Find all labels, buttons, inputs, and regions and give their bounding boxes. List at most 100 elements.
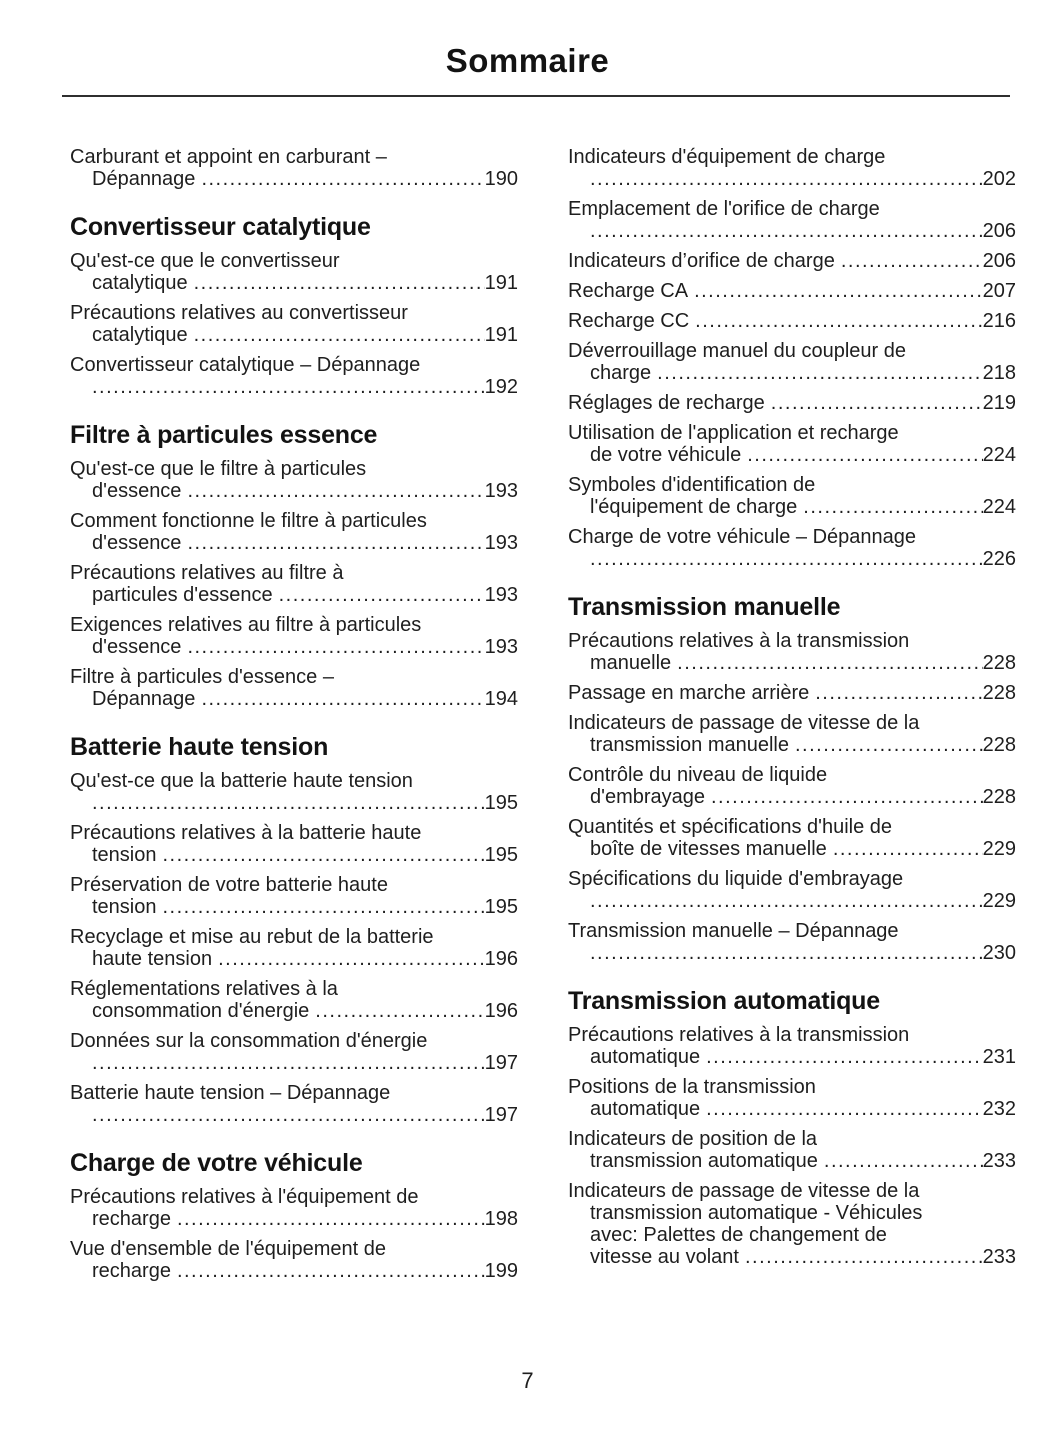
dot-leader: ........................................…: [590, 548, 983, 570]
toc-entry-lastline: particules d'essence....................…: [92, 584, 518, 606]
toc-page-number: 207: [982, 280, 1016, 302]
toc-entry: Préservation de votre batterie haute tens…: [70, 874, 518, 918]
toc-entry: Qu'est-ce que le filtre à particules d'es…: [70, 458, 518, 502]
toc-entry: Vue d'ensemble de l'équipement de recharg…: [70, 1238, 518, 1282]
toc-entry-lastline: ........................................…: [590, 890, 1016, 912]
toc-entry: Charge de votre véhicule – Dépannage....…: [568, 526, 1016, 570]
toc-entry-text: Exigences relatives au filtre à particul…: [70, 614, 422, 636]
toc-entry: Indicateurs de passage de vitesse de la t…: [568, 1180, 1016, 1268]
toc-entry-text: Vue d'ensemble de l'équipement de: [70, 1238, 387, 1260]
section-heading: Batterie haute tension: [70, 733, 329, 761]
toc-page-number: 197: [484, 1052, 518, 1074]
toc-entry-text: vitesse au volant: [590, 1246, 739, 1268]
toc-entry: Précautions relatives au convertisseur ca…: [70, 302, 518, 346]
toc-entry-text: Charge de votre véhicule – Dépannage: [568, 526, 917, 548]
toc-entry-text: Indicateurs de position de la: [568, 1128, 818, 1150]
toc-entry-text: Précautions relatives à la batterie haut…: [70, 822, 422, 844]
toc-entry-lastline: automatique.............................…: [590, 1098, 1016, 1120]
toc-entry-text: Données sur la consommation d'énergie: [70, 1030, 428, 1052]
dot-leader: ........................................…: [193, 324, 485, 346]
toc-entry-lastline: d'embrayage.............................…: [590, 786, 1016, 808]
toc-entry-text: Emplacement de l'orifice de charge: [568, 198, 880, 220]
dot-leader: ........................................…: [590, 168, 983, 190]
toc-entry-text: Précautions relatives au filtre à: [70, 562, 344, 584]
toc-entry-lastline: tension.................................…: [92, 896, 518, 918]
dot-leader: ........................................…: [176, 1208, 485, 1230]
header-rule: [62, 95, 1010, 97]
toc-page-number: 218: [982, 362, 1016, 384]
dot-leader: ........................................…: [695, 310, 983, 332]
dot-leader: ........................................…: [794, 734, 983, 756]
toc-entry-text: haute tension: [92, 948, 213, 970]
toc-entry: Déverrouillage manuel du coupleur de char…: [568, 340, 1016, 384]
dot-leader: ........................................…: [706, 1046, 983, 1068]
toc-entry-text: Symboles d'identification de: [568, 474, 816, 496]
toc-column-right: Indicateurs d'équipement de charge......…: [568, 146, 1016, 1290]
toc-entry-text: Réglementations relatives à la: [70, 978, 338, 1000]
dot-leader: ........................................…: [201, 688, 485, 710]
toc-page-number: 228: [982, 652, 1016, 674]
toc-entry-lastline: charge..................................…: [590, 362, 1016, 384]
toc-entry: Précautions relatives à l'équipement de r…: [70, 1186, 518, 1230]
section-heading: Filtre à particules essence: [70, 421, 378, 449]
section-heading: Transmission manuelle: [568, 593, 841, 621]
toc-page-number: 229: [982, 890, 1016, 912]
toc-entry-text: Dépannage: [92, 168, 196, 190]
toc-entry-lastline: Recharge CC.............................…: [568, 310, 1016, 332]
dot-leader: ........................................…: [187, 532, 484, 554]
toc-entry: Carburant et appoint en carburant – Dépan…: [70, 146, 518, 190]
toc-entry-text: boîte de vitesses manuelle: [590, 838, 827, 860]
toc-entry-text: Positions de la transmission: [568, 1076, 816, 1098]
toc-entry-text: charge: [590, 362, 652, 384]
toc-entry: Recharge CA.............................…: [568, 280, 1016, 302]
toc-entry-lastline: d'essence...............................…: [92, 636, 518, 658]
toc-entry-lastline: Indicateurs d’orifice de charge.........…: [568, 250, 1016, 272]
toc-entry-text: particules d'essence: [92, 584, 273, 606]
toc-entry-text: d'essence: [92, 532, 182, 554]
toc-entry-lastline: tension.................................…: [92, 844, 518, 866]
toc-page-number: 229: [982, 838, 1016, 860]
toc-entry-text: Qu'est-ce que le filtre à particules: [70, 458, 367, 480]
toc-entry-text: Transmission manuelle – Dépannage: [568, 920, 899, 942]
toc-entry-text: Filtre à particules d'essence –: [70, 666, 334, 688]
toc-entry-text: automatique: [590, 1046, 701, 1068]
toc-entry-text: Passage en marche arrière: [568, 682, 810, 704]
toc-entry-text: automatique: [590, 1098, 701, 1120]
dot-leader: ........................................…: [823, 1150, 983, 1172]
toc-page-number: 196: [484, 948, 518, 970]
toc-entry: Qu'est-ce que le convertisseur catalytiqu…: [70, 250, 518, 294]
toc-entry-text: Indicateurs de passage de vitesse de la: [568, 712, 920, 734]
toc-page-number: 226: [982, 548, 1016, 570]
dot-leader: ........................................…: [162, 896, 485, 918]
section-heading: Charge de votre véhicule: [70, 1149, 363, 1177]
toc-entry-lastline: consommation d'énergie..................…: [92, 1000, 518, 1022]
dot-leader: ........................................…: [187, 480, 484, 502]
toc-page-number: 232: [982, 1098, 1016, 1120]
toc-entry: Convertisseur catalytique – Dépannage...…: [70, 354, 518, 398]
toc-entry-lastline: Dépannage...............................…: [92, 168, 518, 190]
toc-entry-lastline: Passage en marche arrière...............…: [568, 682, 1016, 704]
toc-entry: Passage en marche arrière...............…: [568, 682, 1016, 704]
toc-entry-text: Spécifications du liquide d'embrayage: [568, 868, 904, 890]
toc-page-number: 196: [484, 1000, 518, 1022]
toc-entry-text: catalytique: [92, 324, 188, 346]
toc-entry-text: catalytique: [92, 272, 188, 294]
toc-page-number: 195: [484, 896, 518, 918]
dot-leader: ........................................…: [770, 392, 983, 414]
toc-entry-text: avec: Palettes de changement de: [590, 1224, 887, 1246]
dot-leader: ........................................…: [193, 272, 485, 294]
dot-leader: ........................................…: [92, 792, 485, 814]
toc-entry-text: Qu'est-ce que le convertisseur: [70, 250, 340, 272]
toc-entry: Précautions relatives à la batterie haut…: [70, 822, 518, 866]
page-number-footer: 7: [521, 1368, 534, 1393]
toc-entry-lastline: d'essence...............................…: [92, 480, 518, 502]
toc-entry: Comment fonctionne le filtre à particule…: [70, 510, 518, 554]
toc-entry: Quantités et spécifications d'huile de bo…: [568, 816, 1016, 860]
toc-entry: Recharge CC.............................…: [568, 310, 1016, 332]
toc-entry-text: Précautions relatives à l'équipement de: [70, 1186, 419, 1208]
toc-entry-text: Réglages de recharge: [568, 392, 765, 414]
toc-entry-text: recharge: [92, 1208, 171, 1230]
dot-leader: ........................................…: [803, 496, 983, 518]
dot-leader: ........................................…: [840, 250, 983, 272]
